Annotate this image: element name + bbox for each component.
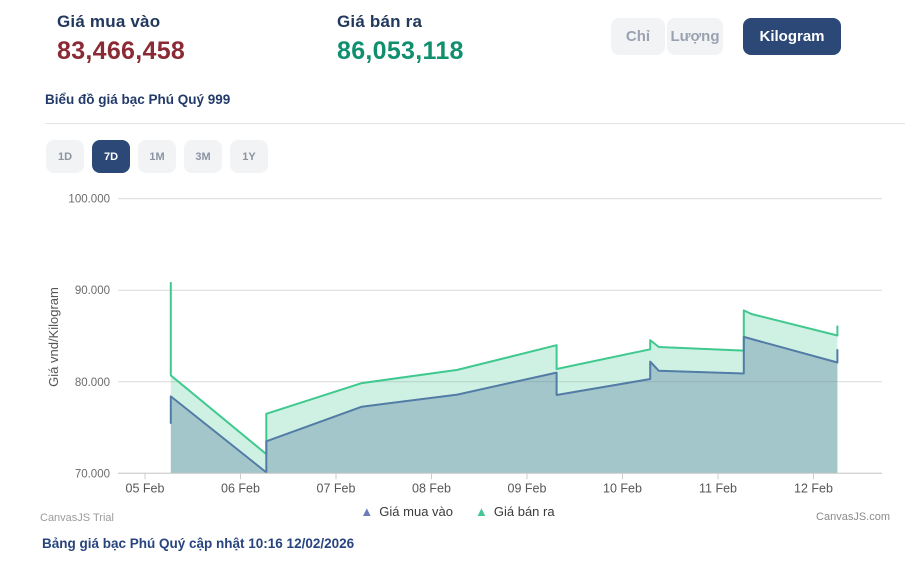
series-line <box>169 281 839 456</box>
sell-price-value: 86,053,118 <box>337 37 464 65</box>
range-tab-3m[interactable]: 3M <box>184 140 222 173</box>
x-tick-label: 11 Feb <box>699 481 737 495</box>
canvasjs-trial-watermark: CanvasJS Trial <box>40 512 114 524</box>
series-area <box>170 336 838 474</box>
price-chart: 70.000 80.000 90.000 100.000 Giá vnd/Kilogra… <box>30 185 900 500</box>
unit-tab-luong[interactable]: Lượng <box>667 18 723 55</box>
unit-tab-kilogram[interactable]: Kilogram <box>743 18 841 55</box>
buy-series-marker-icon: ▲ <box>360 504 374 519</box>
y-tick-label: 90.000 <box>75 285 110 297</box>
x-tick-label: 12 Feb <box>794 481 833 495</box>
legend-label-buy: Giá mua vào <box>379 504 453 519</box>
chart-subtitle: Biểu đồ giá bạc Phú Quý 999 <box>45 92 231 107</box>
legend-label-sell: Giá bán ra <box>493 504 555 519</box>
x-tick-label: 07 Feb <box>317 481 356 495</box>
buy-price-block: Giá mua vào 83,466,458 <box>57 12 185 66</box>
x-tick-label: 09 Feb <box>508 481 547 495</box>
unit-tab-chi[interactable]: Chỉ <box>611 18 665 55</box>
header-divider <box>45 123 905 124</box>
legend-item-buy[interactable]: ▲ Giá mua vào <box>360 504 453 519</box>
x-tick-label: 08 Feb <box>412 481 451 495</box>
update-caption: Bảng giá bạc Phú Quý cập nhật 10:16 12/0… <box>42 536 355 551</box>
buy-price-label: Giá mua vào <box>57 12 161 31</box>
range-tab-1y[interactable]: 1Y <box>230 140 268 173</box>
canvasjs-link[interactable]: CanvasJS.com <box>816 511 890 523</box>
series-area <box>170 282 838 474</box>
sell-price-label: Giá bán ra <box>337 12 423 31</box>
range-tab-1m[interactable]: 1M <box>138 140 176 173</box>
series-line <box>169 335 839 474</box>
x-tick-label: 10 Feb <box>603 481 642 495</box>
buy-price-value: 83,466,458 <box>57 37 186 65</box>
price-chart-svg: 70.000 80.000 90.000 100.000 Giá vnd/Kilogra… <box>46 194 882 495</box>
range-tab-7d[interactable]: 7D <box>92 140 130 173</box>
y-tick-label: 100.000 <box>68 194 110 206</box>
unit-toggle-group: Chỉ Lượng Kilogram <box>611 18 841 55</box>
range-tab-1d[interactable]: 1D <box>46 140 84 173</box>
chart-legend: ▲ Giá mua vào ▲ Giá bán ra <box>0 504 915 519</box>
sell-series-marker-icon: ▲ <box>475 504 488 519</box>
sell-price-block: Giá bán ra 86,053,118 <box>337 12 464 66</box>
x-tick-label: 06 Feb <box>221 481 260 495</box>
y-tick-label: 70.000 <box>75 468 110 480</box>
y-tick-label: 80.000 <box>75 377 110 389</box>
x-tick-label: 05 Feb <box>126 481 165 495</box>
legend-item-sell[interactable]: ▲ Giá bán ra <box>475 504 555 519</box>
range-tabs-group: 1D 7D 1M 3M 1Y <box>46 140 268 173</box>
y-axis-title: Giá vnd/Kilogram <box>46 287 61 387</box>
